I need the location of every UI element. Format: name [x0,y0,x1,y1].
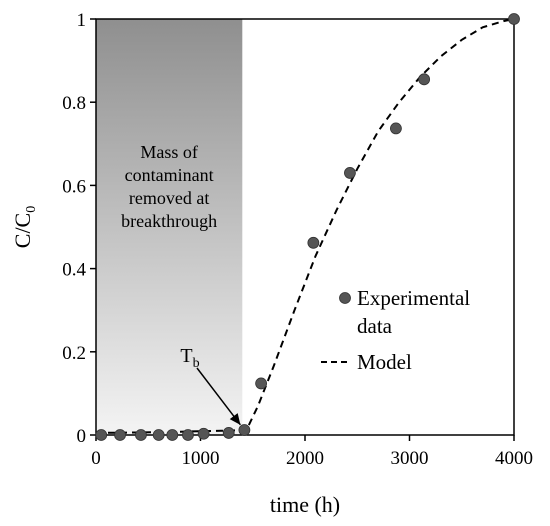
y-axis-label: C/C0 [10,206,39,248]
x-tick-label: 3000 [391,448,429,469]
data-point [255,377,268,390]
x-tick-label: 2000 [286,448,324,469]
annotation-label: Tb [180,345,199,371]
y-tick-label: 0.2 [62,343,86,364]
shaded-region [96,19,243,435]
data-point [197,427,210,440]
y-tick-label: 0.6 [62,176,86,197]
y-axis-label-sub: 0 [24,206,39,213]
data-point [418,73,431,86]
data-point [307,236,320,249]
shaded-region-label: Mass of contaminant removed at breakthrough [121,142,217,231]
annotation-label-sub: b [193,356,200,371]
y-tick-label: 1 [77,10,87,31]
shaded-region-label-line: removed at [129,188,209,208]
annotation-arrow-head [229,413,241,425]
y-tick-label: 0.8 [62,93,86,114]
model-line [95,18,515,434]
legend-label: Model [357,350,412,374]
y-tick-label: 0.4 [62,260,86,281]
shaded-region-label-line: contaminant [125,165,214,185]
x-tick-label: 4000 [495,448,533,469]
data-point [390,122,402,135]
y-tick-label: 0 [77,426,87,447]
legend: Experimental data Model [321,286,470,374]
x-tick-label: 0 [91,448,101,469]
data-point [135,429,147,441]
annotation-arrow-line [196,367,241,426]
x-tick-label: 1000 [182,448,220,469]
data-point [182,429,194,441]
legend-label-line: Experimental [357,286,470,310]
shaded-region-label-line: breakthrough [121,211,217,231]
data-point [114,429,126,441]
data-point [152,429,165,441]
legend-label-line: data [357,314,393,338]
data-point [222,427,235,439]
data-point [344,167,356,179]
data-point [238,424,251,436]
annotation-label-main: T [180,345,192,367]
y-axis-label-main: C/C [10,213,35,248]
data-point [95,429,108,441]
legend-label: Experimental data [357,286,470,338]
shaded-region-label-line: Mass of [140,142,198,162]
x-axis-label: time (h) [270,492,340,517]
data-point [508,13,520,25]
legend-marker-points [339,292,351,304]
data-point [166,429,179,441]
